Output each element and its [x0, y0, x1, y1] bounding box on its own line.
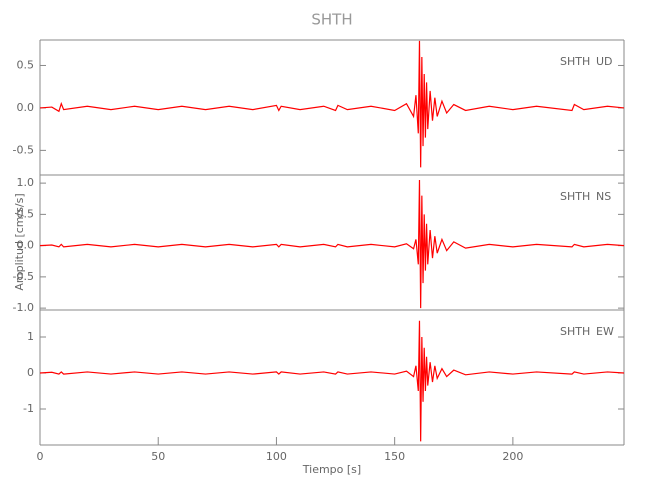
y-tick-label: 0 — [27, 366, 34, 379]
y-tick-label: 1.0 — [17, 176, 35, 189]
y-tick-label: 0.5 — [17, 58, 35, 71]
trace — [39, 179, 625, 309]
x-tick-label: 200 — [502, 450, 523, 463]
station-label: SHTH — [560, 55, 590, 68]
y-tick-label: -1.0 — [13, 301, 34, 314]
y-axis-label: Amplitud [cm/s/s] — [13, 193, 26, 290]
station-label: SHTH — [560, 325, 590, 338]
y-tick-label: 0.5 — [17, 207, 35, 220]
y-tick-label: 0.0 — [17, 239, 35, 252]
x-tick-label: 100 — [266, 450, 287, 463]
component-label: EW — [596, 325, 614, 338]
station-label: SHTH — [560, 190, 590, 203]
component-label: UD — [596, 55, 613, 68]
y-tick-label: -1 — [23, 402, 34, 415]
trace — [39, 320, 625, 442]
trace — [39, 40, 625, 168]
x-tick-label: 150 — [384, 450, 405, 463]
y-tick-label: 0.0 — [17, 101, 35, 114]
chart-title: SHTH — [311, 11, 352, 29]
y-tick-label: -0.5 — [13, 270, 34, 283]
x-tick-label: 50 — [151, 450, 165, 463]
y-tick-label: -0.5 — [13, 143, 34, 156]
x-axis-label: Tiempo [s] — [302, 463, 361, 476]
x-tick-label: 0 — [37, 450, 44, 463]
component-label: NS — [596, 190, 611, 203]
y-tick-label: 1 — [27, 330, 34, 343]
